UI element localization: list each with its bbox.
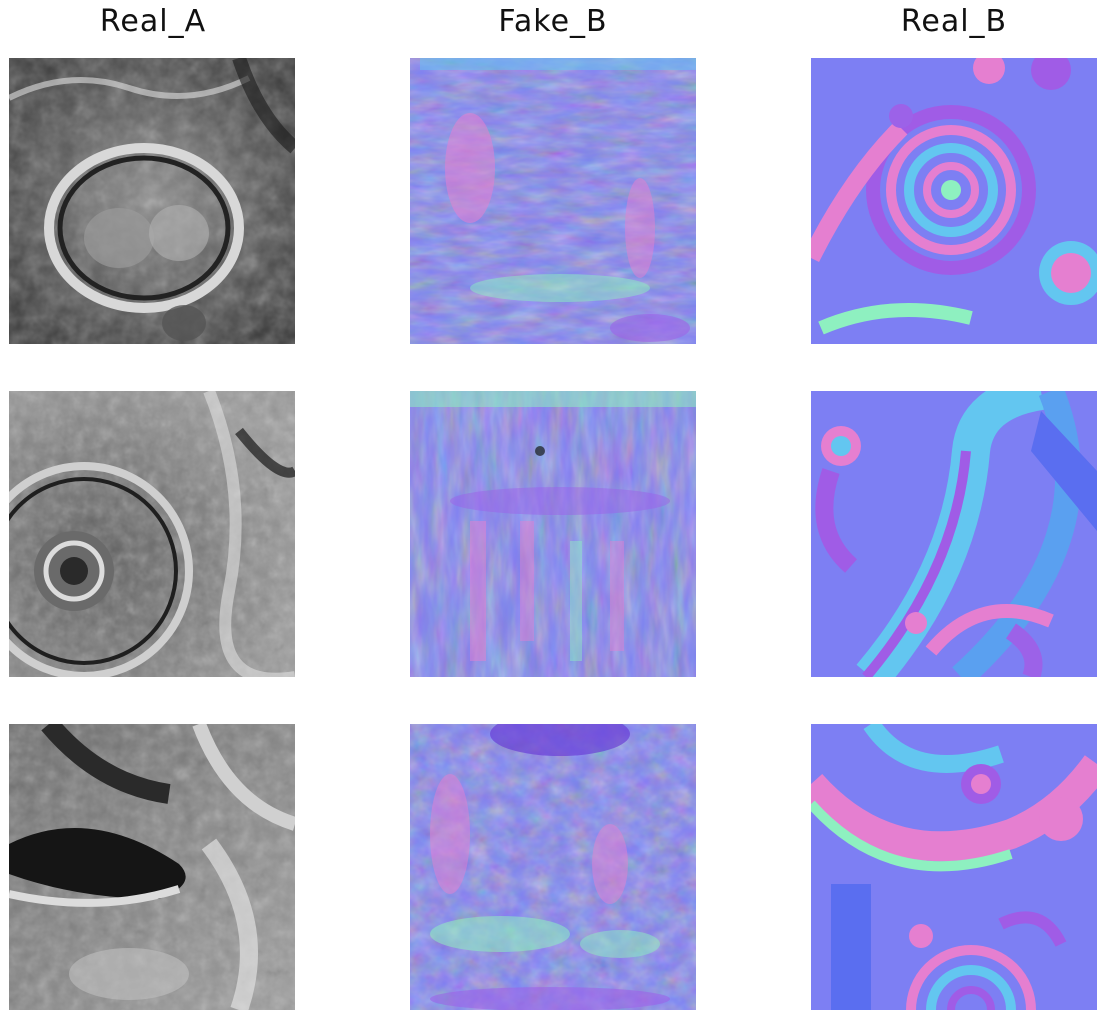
fake-b-image-row-3 xyxy=(410,724,696,1010)
real-b-image-row-2 xyxy=(811,391,1097,677)
real-b-image-row-3 xyxy=(811,724,1097,1010)
real-a-image-row-3 xyxy=(9,724,295,1010)
column-title-real-a: Real_A xyxy=(99,4,207,39)
real-a-image-row-1 xyxy=(9,58,295,344)
fake-b-image-row-1 xyxy=(410,58,696,344)
column-title-fake-b: Fake_B xyxy=(498,4,608,39)
fake-b-image-row-2 xyxy=(410,391,696,677)
real-a-image-row-2 xyxy=(9,391,295,677)
real-b-image-row-1 xyxy=(811,58,1097,344)
column-title-real-b: Real_B xyxy=(900,4,1008,39)
